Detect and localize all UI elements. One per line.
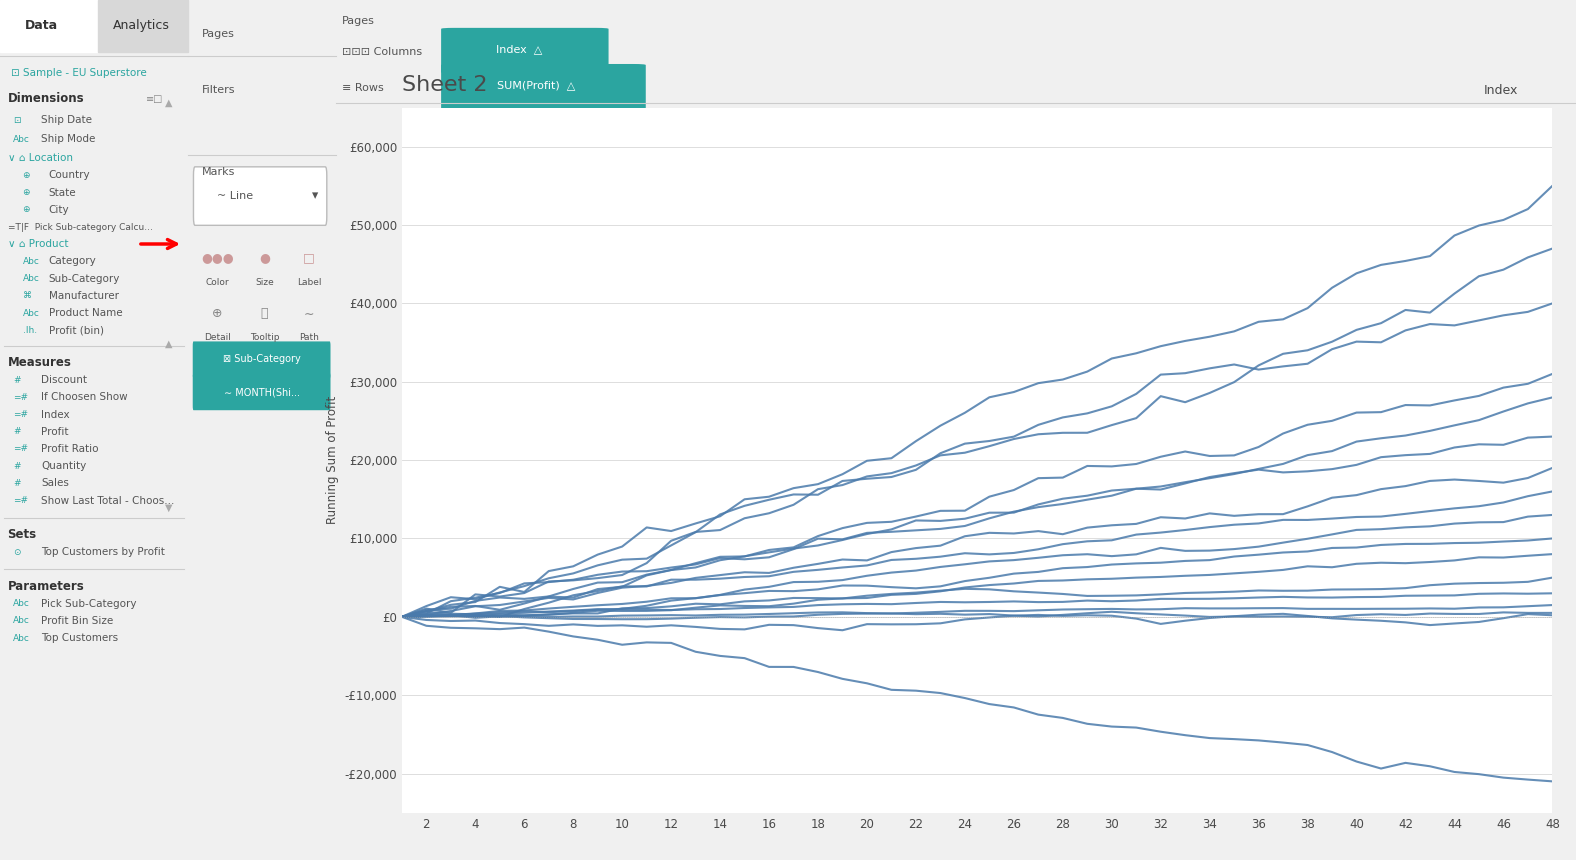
Text: ∼: ∼ — [304, 307, 314, 321]
Text: □: □ — [303, 251, 315, 265]
FancyBboxPatch shape — [192, 341, 331, 378]
Text: =#: =# — [13, 410, 28, 419]
Text: Manufacturer: Manufacturer — [49, 291, 118, 301]
Text: .lh.: .lh. — [22, 326, 36, 335]
Text: ∨ ⌂ Product: ∨ ⌂ Product — [8, 239, 68, 249]
Text: Product Name: Product Name — [49, 308, 123, 318]
Text: ⊕: ⊕ — [211, 307, 222, 321]
Text: ▲: ▲ — [165, 339, 172, 349]
Text: Abc: Abc — [13, 599, 30, 608]
Text: Abc: Abc — [22, 274, 39, 283]
Text: Quantity: Quantity — [41, 461, 87, 471]
Text: ≡□: ≡□ — [147, 94, 164, 104]
Text: Sub-Category: Sub-Category — [49, 273, 120, 284]
Text: ⊡: ⊡ — [13, 116, 20, 125]
Text: SUM(Profit)  △: SUM(Profit) △ — [498, 81, 575, 90]
Y-axis label: Running Sum of Profit: Running Sum of Profit — [326, 396, 339, 525]
Text: Abc: Abc — [22, 257, 39, 266]
Text: #: # — [13, 479, 20, 488]
Text: #: # — [13, 376, 20, 384]
Text: ≡ Rows: ≡ Rows — [342, 83, 383, 93]
Text: Pages: Pages — [202, 29, 235, 40]
Text: Ship Mode: Ship Mode — [41, 134, 96, 144]
Text: ▾: ▾ — [312, 189, 318, 203]
Text: ●: ● — [258, 251, 269, 265]
Text: =T|F  Pick Sub-category Calcu...: =T|F Pick Sub-category Calcu... — [8, 223, 153, 231]
Text: Sales: Sales — [41, 478, 69, 488]
Text: ~ Line: ~ Line — [217, 191, 254, 201]
Text: ⊠ Sub-Category: ⊠ Sub-Category — [222, 354, 301, 365]
Text: ⊕: ⊕ — [22, 171, 30, 180]
Text: Profit Ratio: Profit Ratio — [41, 444, 99, 454]
Text: Index: Index — [1483, 84, 1518, 97]
Text: ⊙: ⊙ — [13, 548, 20, 556]
Text: ⎓: ⎓ — [262, 307, 268, 321]
Text: Analytics: Analytics — [112, 19, 169, 33]
Text: Path: Path — [299, 333, 318, 341]
Text: ●●●: ●●● — [200, 251, 233, 265]
Text: Ship Date: Ship Date — [41, 115, 93, 126]
Text: State: State — [49, 187, 76, 198]
Text: Country: Country — [49, 170, 90, 181]
Text: Sets: Sets — [8, 528, 36, 542]
Text: Abc: Abc — [13, 135, 30, 144]
Text: =#: =# — [13, 496, 28, 505]
Text: Measures: Measures — [8, 356, 71, 370]
Text: Size: Size — [255, 278, 274, 286]
Text: ⌘: ⌘ — [22, 292, 32, 300]
Text: Sheet 2: Sheet 2 — [402, 75, 487, 95]
FancyBboxPatch shape — [192, 373, 331, 410]
Text: Profit Bin Size: Profit Bin Size — [41, 616, 113, 626]
Bar — [98, 0, 188, 52]
Text: Abc: Abc — [13, 617, 30, 625]
Text: Color: Color — [205, 278, 229, 286]
Text: Profit: Profit — [41, 427, 69, 437]
Text: Discount: Discount — [41, 375, 87, 385]
Text: Pick Sub-Category: Pick Sub-Category — [41, 599, 137, 609]
Text: Pages: Pages — [342, 15, 375, 26]
Text: =#: =# — [13, 445, 28, 453]
FancyBboxPatch shape — [441, 28, 608, 73]
Text: ⊕: ⊕ — [22, 188, 30, 197]
Text: #: # — [13, 427, 20, 436]
Text: Top Customers: Top Customers — [41, 633, 118, 643]
Text: City: City — [49, 205, 69, 215]
Text: Tooltip: Tooltip — [251, 333, 279, 341]
Text: Parameters: Parameters — [8, 580, 84, 593]
Text: Abc: Abc — [22, 309, 39, 317]
Text: ▼: ▼ — [165, 502, 172, 513]
Text: Index: Index — [41, 409, 69, 420]
FancyBboxPatch shape — [194, 167, 326, 225]
Text: ⊕: ⊕ — [22, 206, 30, 214]
Text: Data: Data — [24, 19, 57, 33]
Text: Category: Category — [49, 256, 96, 267]
Text: Detail: Detail — [203, 333, 230, 341]
Text: ∨ ⌂ Location: ∨ ⌂ Location — [8, 153, 72, 163]
Text: Dimensions: Dimensions — [8, 92, 84, 106]
FancyBboxPatch shape — [441, 64, 646, 109]
Text: Filters: Filters — [202, 85, 236, 95]
Text: Marks: Marks — [202, 167, 236, 177]
Text: ∼ MONTH(Shi...: ∼ MONTH(Shi... — [224, 387, 299, 397]
Text: If Choosen Show: If Choosen Show — [41, 392, 128, 402]
Text: ⊡ Sample - EU Superstore: ⊡ Sample - EU Superstore — [11, 68, 147, 78]
Text: Abc: Abc — [13, 634, 30, 642]
Text: Profit (bin): Profit (bin) — [49, 325, 104, 335]
Text: Label: Label — [296, 278, 322, 286]
Text: ▲: ▲ — [165, 98, 172, 108]
Bar — [0, 0, 98, 52]
Text: #: # — [13, 462, 20, 470]
Text: Top Customers by Profit: Top Customers by Profit — [41, 547, 165, 557]
Text: =#: =# — [13, 393, 28, 402]
Text: Index  △: Index △ — [496, 45, 542, 54]
Text: Show Last Total - Choos...: Show Last Total - Choos... — [41, 495, 175, 506]
Text: ⊡⊡⊡ Columns: ⊡⊡⊡ Columns — [342, 46, 422, 57]
